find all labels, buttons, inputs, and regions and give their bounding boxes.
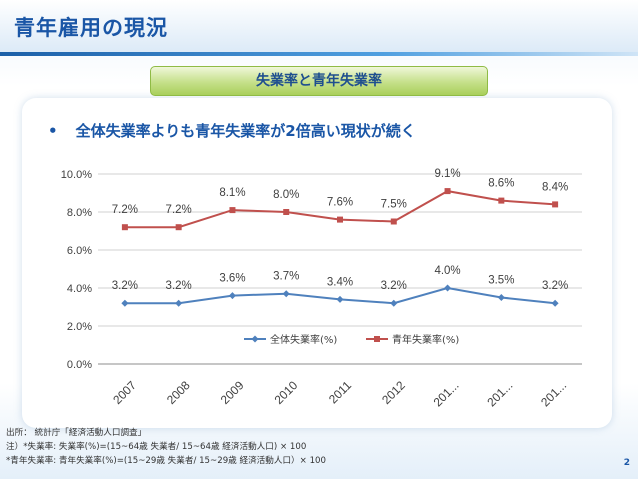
- bullet-point: • 全体失業率よりも青年失業率が2倍高い現状が続く: [48, 120, 416, 141]
- page-number: 2: [623, 458, 630, 468]
- data-point: [228, 292, 236, 300]
- data-label: 8.1%: [219, 187, 245, 199]
- bullet-text: 全体失業率よりも青年失業率が2倍高い現状が続く: [75, 122, 416, 140]
- data-point: [551, 299, 559, 307]
- y-tick-label: 8.0%: [67, 207, 92, 219]
- data-point: [390, 218, 397, 225]
- y-tick-label: 0.0%: [67, 359, 92, 371]
- data-point: [283, 209, 290, 215]
- y-tick-label: 10.0%: [61, 169, 92, 181]
- note-youth-unemployment-formula: *青年失業率: 青年失業率(%)=(15~29歳 失業者/ 15~29歳 経済活…: [6, 456, 326, 466]
- x-tick-label: 2011: [326, 378, 354, 406]
- note-unemployment-formula: 注）*失業率: 失業率(%)=(15~64歳 失業者/ 15~64歳 経済活動人…: [6, 442, 307, 452]
- data-label: 3.2%: [542, 280, 568, 292]
- data-point: [337, 216, 343, 223]
- data-label: 3.7%: [273, 271, 299, 283]
- data-point: [498, 197, 505, 204]
- data-label: 3.4%: [327, 276, 353, 288]
- data-point: [282, 290, 290, 298]
- data-label: 3.2%: [381, 280, 407, 292]
- content-panel: [22, 98, 612, 428]
- data-point: [336, 295, 344, 303]
- data-point: [497, 294, 505, 301]
- data-label: 7.2%: [112, 204, 138, 216]
- data-label: 7.5%: [381, 199, 407, 211]
- data-point: [444, 188, 451, 195]
- data-label: 3.6%: [219, 273, 245, 285]
- y-tick-label: 6.0%: [67, 245, 92, 257]
- x-tick-label: 2010: [272, 378, 301, 407]
- data-label: 7.2%: [166, 204, 192, 216]
- source-notes: 出所： 統計庁「経済活動人口調査」 注）*失業率: 失業率(%)=(15~64歳…: [6, 426, 326, 468]
- x-tick-label: 2008: [164, 378, 193, 407]
- data-label: 4.0%: [434, 265, 460, 277]
- data-point: [175, 299, 183, 307]
- data-label: 7.6%: [327, 197, 353, 209]
- data-label: 8.0%: [273, 189, 299, 201]
- x-tick-label: 2009: [218, 378, 247, 407]
- x-tick-label: 2012: [379, 378, 408, 407]
- data-point: [175, 224, 182, 231]
- y-tick-label: 4.0%: [67, 283, 92, 295]
- y-tick-label: 2.0%: [67, 321, 92, 333]
- data-label: 3.2%: [166, 280, 192, 292]
- legend-label: 青年失業率(%): [392, 333, 459, 346]
- legend-swatch-marker: [374, 336, 380, 342]
- legend-label: 全体失業率(%): [270, 333, 337, 346]
- section-banner: 失業率と青年失業率: [150, 66, 488, 96]
- slide-title: 青年雇用の現況: [14, 16, 168, 40]
- bullet-marker: •: [48, 122, 58, 140]
- data-label: 3.2%: [112, 280, 138, 292]
- data-point: [552, 201, 559, 208]
- data-point: [121, 299, 129, 307]
- x-tick-label: 2007: [110, 378, 139, 407]
- data-point: [444, 284, 452, 292]
- data-label: 9.1%: [434, 168, 460, 180]
- note-source: 出所： 統計庁「経済活動人口調査」: [6, 428, 147, 438]
- title-accent-line: [0, 52, 638, 56]
- data-label: 8.4%: [542, 181, 568, 193]
- legend-swatch-marker: [251, 335, 259, 343]
- x-tick-label: 201...: [538, 378, 569, 409]
- data-point: [390, 299, 398, 307]
- data-label: 8.6%: [488, 178, 514, 190]
- data-point: [229, 207, 236, 214]
- x-tick-label: 201...: [484, 378, 515, 409]
- title-bar: [0, 0, 638, 52]
- x-tick-label: 201...: [431, 378, 462, 409]
- data-label: 3.5%: [488, 275, 514, 287]
- data-point: [121, 224, 128, 231]
